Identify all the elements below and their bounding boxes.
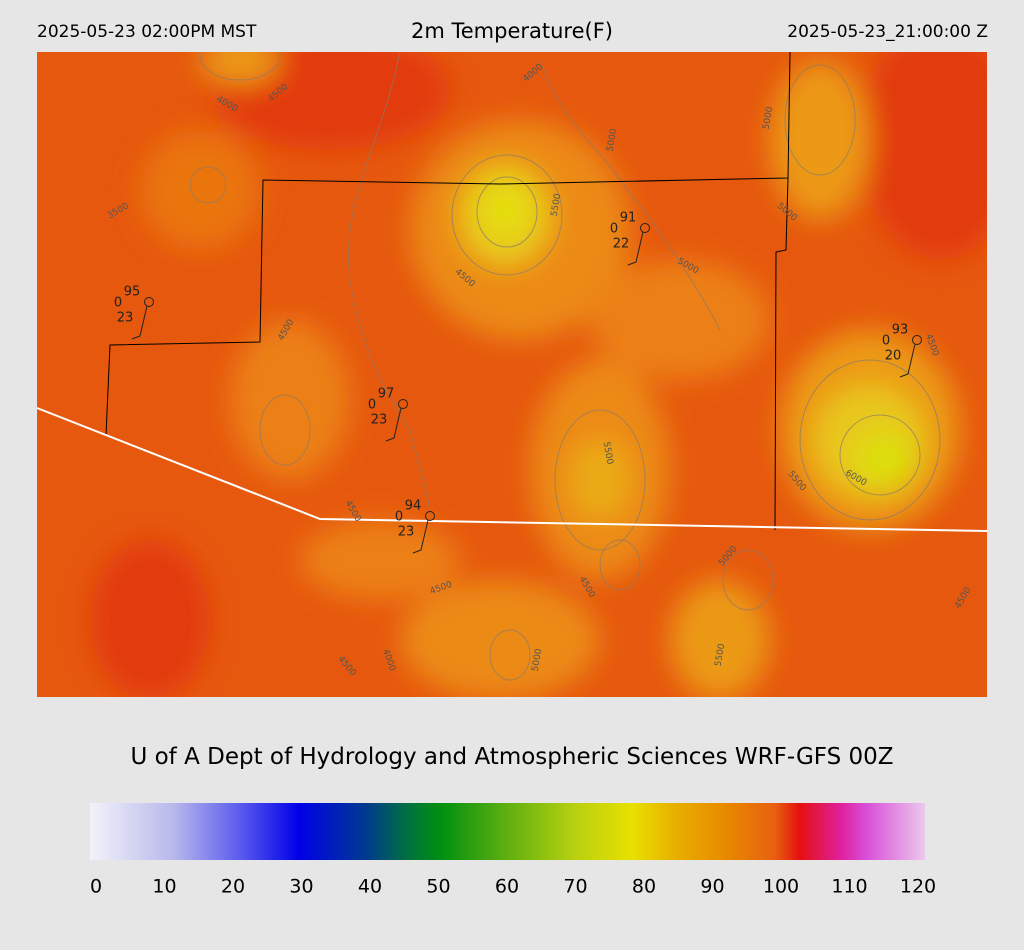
colorbar-tick-label: 40 bbox=[358, 876, 382, 898]
station-temperature: 94 bbox=[405, 499, 422, 514]
station-temperature: 95 bbox=[124, 285, 141, 300]
colorbar-tick-label: 80 bbox=[632, 876, 656, 898]
valid-local-time: 2025-05-23 02:00PM MST bbox=[37, 22, 257, 42]
border-line bbox=[36, 407, 988, 532]
station-wind: 0 bbox=[114, 296, 122, 311]
station-temperature: 97 bbox=[378, 387, 395, 402]
credit: U of A Dept of Hydrology and Atmospheric… bbox=[130, 744, 894, 770]
colorbar-tick-label: 100 bbox=[763, 876, 799, 898]
contour-label: 5000 bbox=[762, 106, 776, 131]
station-wind: 0 bbox=[368, 398, 376, 413]
wind-barb bbox=[412, 519, 429, 554]
station-dewpoint: 23 bbox=[371, 413, 388, 428]
colorbar-tick-label: 120 bbox=[900, 876, 936, 898]
temperature-field bbox=[37, 52, 987, 697]
station-dewpoint: 23 bbox=[398, 525, 415, 540]
station-circle bbox=[425, 511, 435, 521]
station-wind: 0 bbox=[395, 510, 403, 525]
map: 4000 450040005000550045005000500050003500… bbox=[36, 51, 988, 697]
wind-barb bbox=[899, 343, 916, 378]
colorbar-tick-label: 50 bbox=[426, 876, 450, 898]
contour-label: 5500 bbox=[714, 643, 728, 668]
colorbar-tick-label: 90 bbox=[700, 876, 724, 898]
colorbar-tick-label: 10 bbox=[152, 876, 176, 898]
station-circle bbox=[398, 399, 408, 409]
boundaries bbox=[105, 51, 791, 531]
station-wind: 0 bbox=[882, 334, 890, 349]
colorbar-tick-label: 60 bbox=[495, 876, 519, 898]
wind-barb bbox=[131, 305, 148, 340]
contour-label: 5500 bbox=[601, 441, 615, 466]
contour-label: 5500 bbox=[550, 193, 564, 218]
colorbar-axis: 0 10 20 30 40 50 60 70 80 90 100 110 120 bbox=[90, 876, 936, 898]
station-circle bbox=[912, 335, 922, 345]
station-circle bbox=[640, 223, 650, 233]
station-temperature: 91 bbox=[620, 211, 637, 226]
colorbar-tick-label: 110 bbox=[831, 876, 867, 898]
station-wind: 0 bbox=[610, 222, 618, 237]
map-title: 2m Temperature(F) bbox=[411, 19, 613, 43]
wind-barb bbox=[385, 407, 402, 442]
colorbar-tick-label: 70 bbox=[563, 876, 587, 898]
station-dewpoint: 23 bbox=[117, 311, 134, 326]
colorbar-tick-label: 30 bbox=[289, 876, 313, 898]
contour-label: 5000 bbox=[531, 648, 545, 673]
colorbar-tick-label: 0 bbox=[90, 876, 102, 898]
station-dewpoint: 22 bbox=[613, 237, 630, 252]
station-dewpoint: 20 bbox=[885, 349, 902, 364]
elevation-contours bbox=[189, 52, 941, 681]
wind-barb bbox=[627, 231, 644, 266]
valid-utc-time: 2025-05-23_21:00:00 Z bbox=[787, 22, 988, 42]
station-circle bbox=[144, 297, 154, 307]
colorbar-tick-label: 20 bbox=[221, 876, 245, 898]
contour-label: 5000 bbox=[606, 128, 620, 153]
station-temperature: 93 bbox=[892, 323, 909, 338]
colorbar bbox=[90, 803, 925, 860]
